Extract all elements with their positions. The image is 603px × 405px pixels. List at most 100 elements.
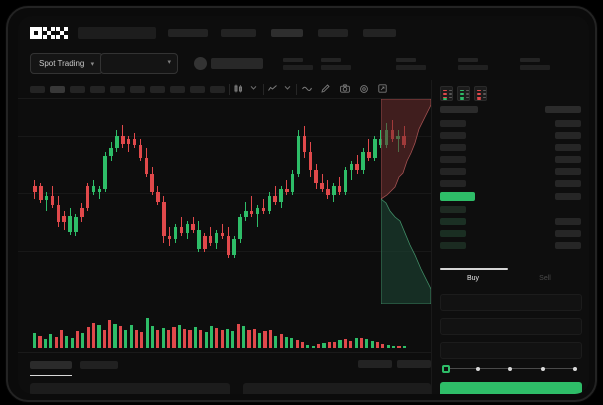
indicators-icon[interactable] — [268, 84, 277, 93]
snapshot-camera-icon[interactable] — [340, 84, 350, 93]
orderbook-ask-price[interactable] — [555, 120, 581, 127]
candle-wick — [257, 204, 259, 227]
orderbook-ask-price[interactable] — [555, 180, 581, 187]
candle-body — [103, 156, 107, 190]
line-chart-icon[interactable] — [302, 84, 312, 93]
order-price-field[interactable] — [440, 294, 582, 311]
timeframe-more[interactable] — [210, 86, 225, 93]
order-amount-field[interactable] — [440, 318, 582, 335]
timeframe-1d[interactable] — [150, 86, 165, 93]
stat-change-label — [321, 58, 341, 62]
orderbook-bid-row[interactable] — [440, 218, 466, 225]
candle-type-chevron-down-icon[interactable] — [250, 84, 257, 91]
timeframe-5m[interactable] — [50, 86, 65, 93]
tab-buy[interactable]: Buy — [466, 275, 480, 282]
orderbook-mode-bar — [465, 89, 469, 91]
orderbook-ask-price[interactable] — [555, 156, 581, 163]
orderbook-bid-row[interactable] — [440, 242, 466, 249]
orderbook-bid-row[interactable] — [440, 206, 466, 213]
drawing-pencil-icon[interactable] — [321, 84, 330, 93]
orderbook-ask-price[interactable] — [555, 132, 581, 139]
bottom-tab-open-orders[interactable] — [30, 361, 72, 369]
volume-bar — [274, 336, 278, 348]
orderbook-ask-row[interactable] — [440, 180, 466, 187]
orderbook-bid-price[interactable] — [555, 242, 581, 249]
timeframe-1h[interactable] — [110, 86, 125, 93]
nav-item-3[interactable] — [271, 29, 303, 37]
bottom-tab-order-history[interactable] — [80, 361, 118, 369]
candle-wick — [98, 186, 100, 199]
stat-volume-value — [520, 65, 550, 70]
volume-bar — [279, 334, 283, 348]
volume-bar — [322, 343, 326, 348]
slider-stop-75[interactable] — [541, 366, 545, 371]
nav-item-4[interactable] — [318, 29, 348, 37]
volume-bar — [86, 327, 90, 348]
tab-sell[interactable]: Sell — [539, 275, 551, 282]
timeframe-15m[interactable] — [70, 86, 85, 93]
okx-pixel-logo-icon[interactable] — [30, 27, 68, 39]
candle-type-icon[interactable] — [234, 84, 243, 93]
nav-item-2[interactable] — [221, 29, 256, 37]
bottom-action-2[interactable] — [397, 360, 431, 368]
stat-price — [283, 58, 313, 70]
fullscreen-expand-icon[interactable] — [378, 84, 387, 93]
chart-settings-gear-icon[interactable] — [359, 84, 369, 94]
orderbook-mode-sell-icon[interactable] — [474, 86, 487, 101]
timeframe-1m[interactable] — [30, 86, 45, 93]
orderbook-bid-price[interactable] — [555, 230, 581, 237]
slider-stop-25[interactable] — [476, 366, 480, 371]
nav-item-1[interactable] — [168, 29, 208, 37]
orderbook-mode-buy-icon[interactable] — [457, 86, 470, 101]
slider-stop-50[interactable] — [508, 366, 512, 371]
orderbook-ask-row[interactable] — [440, 132, 466, 139]
global-search-input[interactable] — [78, 27, 156, 39]
orderbook-bid-price[interactable] — [555, 218, 581, 225]
order-total-field[interactable] — [440, 342, 582, 359]
volume-bar — [59, 329, 64, 348]
slider-stop-100[interactable] — [573, 366, 577, 371]
orderbook-mode-bar — [448, 96, 452, 99]
orderbook-ask-row[interactable] — [440, 144, 466, 151]
orderbook-list[interactable] — [432, 106, 589, 260]
candle-body — [80, 208, 84, 218]
orderbook-ask-price[interactable] — [555, 144, 581, 151]
candlestick-chart[interactable] — [18, 99, 431, 304]
candle-body — [261, 208, 266, 212]
volume-bar — [172, 327, 176, 348]
candle-body — [343, 170, 348, 193]
slider-handle[interactable] — [442, 365, 450, 373]
volume-bar — [97, 324, 101, 348]
timeframe-4h[interactable] — [130, 86, 145, 93]
orderbook-ask-row[interactable] — [440, 168, 466, 175]
orderbook-mode-bar — [443, 89, 447, 91]
indicators-chevron-down-icon[interactable] — [284, 84, 291, 91]
orderbook-mode-bar — [448, 93, 452, 95]
orderbook-ask-price[interactable] — [555, 168, 581, 175]
candle-body — [255, 208, 260, 215]
orderbook-bid-row[interactable] — [440, 230, 466, 237]
volume-bar — [156, 330, 160, 348]
orderbook-ask-row[interactable] — [440, 120, 466, 127]
orderbook-ask-row[interactable] — [440, 156, 466, 163]
volume-bar — [124, 329, 128, 348]
orderbook-mode-both-icon[interactable] — [440, 86, 453, 101]
candle-body — [337, 186, 342, 193]
orderbook-mode-bar — [477, 98, 481, 100]
volume-bar — [284, 336, 289, 348]
bottom-action-1[interactable] — [358, 360, 392, 368]
pair-name-label — [211, 58, 263, 69]
timeframe-30m[interactable] — [90, 86, 105, 93]
amount-percent-slider[interactable] — [442, 364, 580, 374]
chart-toolbar — [18, 80, 431, 99]
candle-wick — [274, 186, 276, 205]
timeframe-1M[interactable] — [190, 86, 205, 93]
trading-mode-selector[interactable]: Spot Trading ▾ — [30, 53, 104, 74]
candle-body — [367, 151, 371, 158]
nav-item-5[interactable] — [363, 29, 396, 37]
timeframe-1w[interactable] — [170, 86, 185, 93]
candle-body — [150, 173, 154, 193]
pair-selector-dropdown[interactable]: ▾ — [100, 53, 178, 74]
place-buy-order-button[interactable] — [440, 382, 582, 394]
candle-body — [33, 186, 37, 193]
